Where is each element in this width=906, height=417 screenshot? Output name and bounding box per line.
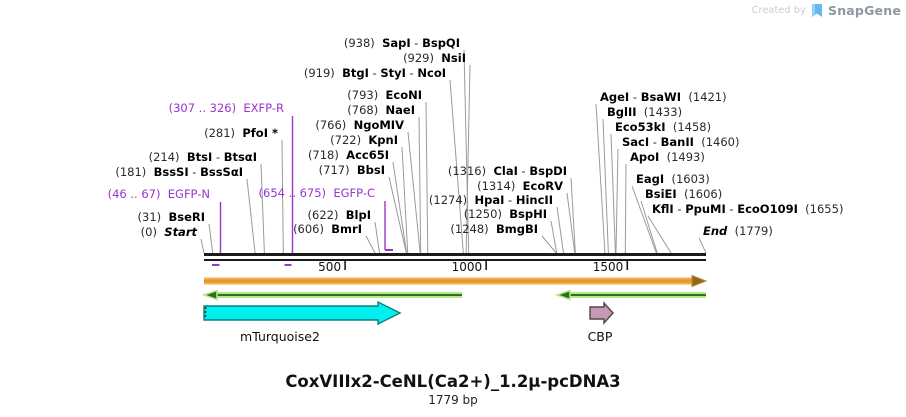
- ruler-label: 1000: [452, 260, 483, 274]
- site-connector-line: [208, 223, 214, 254]
- watermark: Created by SnapGene: [752, 3, 901, 18]
- site-connector-line: [610, 133, 616, 254]
- enzyme-label-BspHI[interactable]: (1250) BspHI: [464, 207, 547, 221]
- enzyme-label-NsiI[interactable]: (929) NsiI: [403, 51, 466, 65]
- ruler-label: 1500: [593, 260, 624, 274]
- enzyme-label-BseRI[interactable]: (31) BseRI: [138, 210, 205, 224]
- feature-mTurquoise2-arrow[interactable]: [203, 300, 402, 326]
- enzyme-label-NaeI[interactable]: (768) NaeI: [347, 103, 415, 117]
- site-connector-line: [615, 148, 619, 254]
- site-connector-line: [463, 49, 470, 254]
- enzyme-label-ApoI[interactable]: ApoI (1493): [630, 150, 705, 164]
- created-by-text: Created by: [751, 5, 806, 16]
- enzyme-label-KpnI[interactable]: (722) KpnI: [330, 133, 398, 147]
- site-connector-line: [602, 118, 609, 254]
- enzyme-label-PfoI[interactable]: (281) PfoI *: [204, 126, 278, 140]
- enzyme-label-Acc65I[interactable]: (718) Acc65I: [308, 148, 389, 162]
- feature-construct-arrow-head[interactable]: [691, 274, 708, 288]
- ruler-label: 500: [318, 260, 341, 274]
- enzyme-label-BlpI[interactable]: (622) BlpI: [308, 208, 371, 222]
- feature-reverse-segment-left-head[interactable]: [201, 289, 218, 301]
- site-connector-line: [388, 176, 407, 254]
- enzyme-label-AgeI[interactable]: AgeI - BsaWI (1421): [600, 90, 727, 104]
- site-connector-line: [418, 116, 422, 254]
- site-connector-line: [640, 200, 658, 254]
- site-connector-line: [449, 79, 464, 254]
- enzyme-label-BtsI[interactable]: (214) BtsI - BtsαI: [149, 150, 257, 164]
- enzyme-label-BmgBI[interactable]: (1248) BmgBI: [450, 222, 538, 236]
- sequence-line-top: [204, 253, 706, 256]
- enzyme-label-HpaI[interactable]: (1274) HpaI - HincII: [429, 193, 553, 207]
- enzyme-label-EcoRV[interactable]: (1314) EcoRV: [477, 179, 563, 193]
- feature-CBP-arrow[interactable]: [589, 301, 614, 325]
- enzyme-label-Eco53kI[interactable]: Eco53kI (1458): [615, 120, 711, 134]
- primer-label-EXFP-R[interactable]: (307 .. 326) EXFP-R: [169, 101, 284, 115]
- snapgene-logo-icon: [812, 3, 822, 17]
- terminus-label-Start[interactable]: (0) Start: [141, 225, 198, 239]
- site-connector-line: [541, 235, 557, 254]
- site-connector-line: [570, 177, 576, 254]
- site-connector-line: [365, 235, 376, 254]
- site-connector-line: [260, 163, 265, 254]
- enzyme-label-SapI[interactable]: (938) SapI - BspQI: [344, 36, 460, 50]
- enzyme-label-BglII[interactable]: BglII (1433): [607, 105, 682, 119]
- site-connector-line: [374, 221, 381, 254]
- site-connector-line: [465, 64, 471, 254]
- feature-label-CBP[interactable]: CBP: [588, 329, 613, 344]
- terminus-label-End[interactable]: End (1779): [703, 224, 773, 238]
- site-connector-line: [698, 237, 707, 254]
- enzyme-label-SacI[interactable]: SacI - BanII (1460): [622, 135, 739, 149]
- site-connector-line: [407, 131, 421, 254]
- enzyme-label-EagI[interactable]: EagI (1603): [636, 172, 710, 186]
- enzyme-label-NgoMIV[interactable]: (766) NgoMIV: [315, 118, 404, 132]
- enzyme-label-BmrI[interactable]: (606) BmrI: [293, 222, 362, 236]
- enzyme-label-EcoNI[interactable]: (793) EcoNI: [347, 88, 422, 102]
- site-connector-line: [425, 101, 429, 254]
- site-connector-line: [556, 206, 564, 254]
- enzyme-label-ClaI[interactable]: (1316) ClaI - BspDI: [448, 164, 567, 178]
- site-connector-line: [392, 161, 408, 254]
- site-connector-line: [631, 185, 657, 254]
- feature-label-mTurquoise2[interactable]: mTurquoise2: [240, 329, 320, 344]
- enzyme-label-BssSI[interactable]: (181) BssSI - BssSαI: [115, 165, 243, 179]
- site-connector-line: [200, 238, 205, 254]
- site-connector-line: [566, 192, 576, 254]
- feature-reverse-segment-right-head[interactable]: [554, 289, 571, 301]
- site-connector-line: [246, 178, 256, 254]
- enzyme-label-BtgI[interactable]: (919) BtgI - StyI - NcoI: [304, 66, 446, 80]
- brand-text: SnapGene: [828, 3, 901, 18]
- enzyme-label-BsiEI[interactable]: BsiEI (1606): [645, 187, 722, 201]
- site-connector-line: [401, 146, 409, 254]
- primer-label-EGFP-C[interactable]: (654 .. 675) EGFP-C: [259, 186, 375, 200]
- sequence-line-bottom: [204, 259, 706, 261]
- site-connector-line: [595, 103, 606, 254]
- site-connector-line: [647, 215, 672, 254]
- site-connector-line: [281, 139, 284, 254]
- site-connector-line: [624, 163, 627, 254]
- primer-label-EGFP-N[interactable]: (46 .. 67) EGFP-N: [108, 187, 210, 201]
- enzyme-label-BbsI[interactable]: (717) BbsI: [319, 163, 385, 177]
- site-connector-line: [550, 220, 558, 254]
- enzyme-label-KflI[interactable]: KflI - PpuMI - EcoO109I (1655): [652, 202, 843, 216]
